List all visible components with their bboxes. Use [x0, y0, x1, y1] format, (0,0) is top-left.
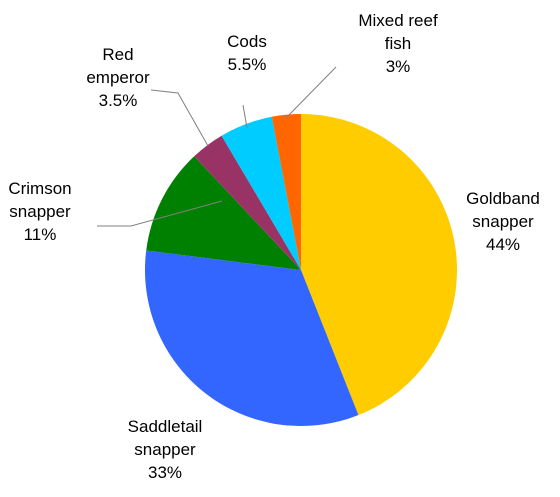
- pie-slices: [144, 114, 458, 426]
- slice-label-goldband-snapper: Goldband snapper 44%: [466, 189, 540, 254]
- leader-line-cods: [242, 104, 248, 129]
- slice-label-crimson-snapper: Crimson snapper 11%: [8, 179, 71, 244]
- slice-label-cods: Cods 5.5%: [227, 32, 267, 74]
- slice-percent-label: 11%: [24, 225, 57, 244]
- slice-name-label: emperor: [86, 68, 150, 87]
- slice-label-mixed-reef-fish: Mixed reef fish 3%: [358, 11, 438, 76]
- leader-lines: [97, 66, 337, 227]
- slice-name-label: Saddletail: [128, 417, 203, 436]
- leader-line-crimson-snapper: [97, 200, 223, 227]
- pie-slice-mixed-reef-fish: [271, 114, 301, 270]
- slice-percent-label: 33%: [148, 463, 182, 482]
- slice-name-label: Red: [102, 45, 133, 64]
- pie-slice-red-emperor: [194, 135, 301, 270]
- slice-name-label: snapper: [472, 212, 534, 231]
- slice-label-red-emperor: Red emperor 3.5%: [86, 45, 150, 110]
- slice-percent-label: 5.5%: [228, 55, 267, 74]
- slice-percent-label: 3.5%: [99, 91, 138, 110]
- slice-name-label: snapper: [134, 440, 196, 459]
- slice-labels: Goldband snapper 44% Saddletail snapper 33% Cr…: [8, 11, 540, 482]
- slice-name-label: Goldband: [466, 189, 540, 208]
- leader-line-mixed-reef-fish: [285, 66, 337, 119]
- leader-line-red-emperor: [150, 89, 209, 147]
- slice-label-saddletail-snapper: Saddletail snapper 33%: [128, 417, 203, 482]
- slice-name-label: fish: [385, 34, 411, 53]
- slice-name-label: Crimson: [8, 179, 71, 198]
- pie-slice-goldband-snapper: [301, 114, 458, 416]
- pie-slice-saddletail-snapper: [144, 250, 359, 426]
- slice-name-label: snapper: [9, 202, 71, 221]
- slice-name-label: Mixed reef: [358, 11, 438, 30]
- slice-percent-label: 44%: [486, 235, 520, 254]
- pie-slice-crimson-snapper: [146, 156, 301, 270]
- slice-name-label: Cods: [227, 32, 267, 51]
- pie-slice-cods: [221, 116, 301, 271]
- slice-percent-label: 3%: [386, 57, 411, 76]
